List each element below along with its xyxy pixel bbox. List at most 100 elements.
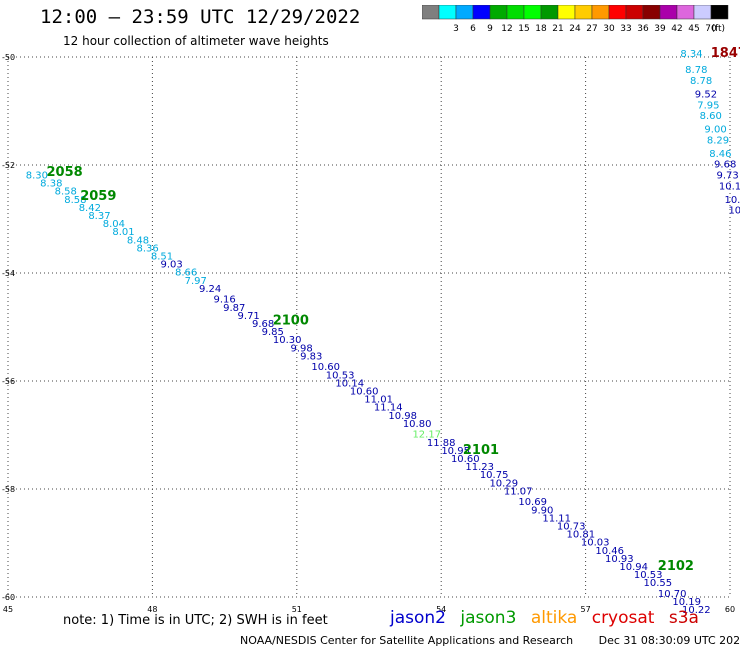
legend-label: 36 bbox=[637, 24, 649, 34]
legend-label: 33 bbox=[620, 24, 631, 34]
swh-point-label: 8.36 bbox=[136, 243, 158, 254]
swh-point-label: 10.75 bbox=[480, 470, 509, 481]
legend-label: 9 bbox=[487, 24, 493, 34]
sat-cryosat: cryosat bbox=[591, 608, 655, 628]
footer-credit: NOAA/NESDIS Center for Satellite Applica… bbox=[240, 634, 574, 647]
swh-point-label: 10.60 bbox=[451, 454, 480, 465]
swh-point-label: 9.98 bbox=[290, 343, 312, 354]
swh-point-label: 8.78 bbox=[685, 65, 707, 76]
swh-point-label: 9.71 bbox=[238, 311, 260, 322]
chart-title: 12:00 – 23:59 UTC 12/29/2022 bbox=[40, 6, 361, 28]
chart-subtitle: 12 hour collection of altimeter wave hei… bbox=[63, 34, 329, 48]
swh-point-label: 9.73 bbox=[716, 171, 738, 182]
footer: NOAA/NESDIS Center for Satellite Applica… bbox=[240, 634, 740, 647]
swh-point-label: 9.83 bbox=[300, 351, 322, 362]
units-note: note: 1) Time is in UTC; 2) SWH is in fe… bbox=[63, 613, 328, 628]
x-tick-label: 54 bbox=[436, 605, 446, 614]
swh-point-label: 8.01 bbox=[112, 227, 134, 238]
y-tick-label: -60 bbox=[2, 593, 15, 602]
legend-label: 24 bbox=[569, 24, 581, 34]
swh-point-label: 10 bbox=[728, 206, 740, 217]
swh-point-label: 10.14 bbox=[335, 378, 364, 389]
swh-point-label: 10.81 bbox=[566, 530, 595, 541]
x-tick-label: 48 bbox=[147, 605, 157, 614]
swh-point-label: 8.37 bbox=[88, 211, 110, 222]
swh-point-label: 7.95 bbox=[697, 100, 719, 111]
swh-point-label: 11.01 bbox=[364, 395, 393, 406]
time-annotation: 2059 bbox=[80, 189, 116, 204]
legend-label: 3 bbox=[453, 24, 459, 34]
legend-label: 12 bbox=[501, 24, 512, 34]
swh-point-label: 7.97 bbox=[185, 276, 207, 287]
time-annotation: 2102 bbox=[658, 559, 694, 574]
legend-swatch bbox=[710, 5, 729, 20]
swh-point-label: 9.90 bbox=[531, 505, 553, 516]
swh-point-label: 10.1 bbox=[719, 181, 740, 192]
swh-point-label: 10. bbox=[724, 195, 740, 206]
footer-timestamp: Dec 31 08:30:09 UTC 2022 bbox=[598, 634, 740, 647]
y-tick-label: -58 bbox=[2, 485, 15, 494]
swh-point-label: 11.88 bbox=[427, 438, 456, 449]
swh-point-label: 9.52 bbox=[695, 90, 717, 101]
swh-point-label: 10.30 bbox=[273, 335, 302, 346]
legend-label: 18 bbox=[535, 24, 547, 34]
swh-point-label: 12.17 bbox=[412, 430, 441, 441]
swh-point-label: 10.73 bbox=[557, 522, 586, 533]
time-annotation: 2100 bbox=[273, 313, 309, 328]
swh-point-label: 10.70 bbox=[658, 589, 687, 600]
satellite-legend: jason2 jason3 altika cryosat s3a bbox=[390, 608, 708, 628]
swh-point-label: 10.29 bbox=[489, 478, 518, 489]
legend-label: 39 bbox=[654, 24, 666, 34]
sat-altika: altika bbox=[530, 608, 578, 628]
y-tick-label: -54 bbox=[2, 269, 15, 278]
swh-point-label: 10.95 bbox=[441, 446, 470, 457]
swh-point-label: 11.23 bbox=[465, 462, 494, 473]
legend-label: 30 bbox=[603, 24, 615, 34]
sat-jason2: jason2 bbox=[390, 608, 446, 628]
color-legend: 3 6 9 12 15 18 21 24 27 30 33 36 39 42 45 70(ft) bbox=[422, 5, 729, 34]
swh-point-label: 10.98 bbox=[388, 411, 417, 422]
swh-point-label: 8.46 bbox=[709, 149, 731, 160]
swh-point-label: 10.60 bbox=[311, 362, 340, 373]
swh-point-label: 8.42 bbox=[79, 203, 101, 214]
swh-point-label: 9.16 bbox=[213, 295, 235, 306]
swh-point-label: 9.24 bbox=[199, 284, 221, 295]
swh-point-label: 9.87 bbox=[223, 303, 245, 314]
swh-point-label: 9.00 bbox=[704, 125, 726, 136]
sat-s3a: s3a bbox=[668, 608, 699, 628]
swh-point-label: 11.07 bbox=[504, 486, 533, 497]
swh-point-label: 10.53 bbox=[326, 370, 355, 381]
swh-point-label: 8.78 bbox=[690, 76, 712, 87]
swh-point-label: 10.03 bbox=[581, 538, 610, 549]
swh-point-label: 10.53 bbox=[634, 570, 663, 581]
legend-label: 6 bbox=[470, 24, 476, 34]
swh-point-label: 9.68 bbox=[252, 319, 274, 330]
x-tick-label: 45 bbox=[3, 605, 13, 614]
swh-point-label: 8.34 bbox=[680, 49, 702, 60]
time-annotation: 2101 bbox=[463, 443, 499, 458]
swh-point-label: 8.66 bbox=[175, 268, 197, 279]
swh-point-label: 10.55 bbox=[643, 578, 672, 589]
swh-point-label: 10.22 bbox=[682, 605, 711, 616]
swh-point-label: 11.11 bbox=[542, 513, 571, 524]
y-tick-label: -52 bbox=[2, 161, 15, 170]
sat-jason3: jason3 bbox=[460, 608, 517, 628]
legend-unit: (ft) bbox=[711, 24, 725, 34]
x-tick-label: 57 bbox=[581, 605, 591, 614]
swh-point-label: 8.51 bbox=[151, 252, 173, 263]
swh-point-label: 10.69 bbox=[518, 497, 547, 508]
swh-point-label: 8.58 bbox=[55, 187, 77, 198]
swh-point-label: 11.14 bbox=[374, 403, 403, 414]
swh-point-label: 8.30 bbox=[26, 171, 48, 182]
legend-label: 45 bbox=[688, 24, 699, 34]
swh-point-label: 10.19 bbox=[672, 597, 701, 608]
x-tick-label: 60 bbox=[725, 605, 735, 614]
swh-point-label: 10.94 bbox=[619, 562, 648, 573]
swh-point-label: 10.60 bbox=[350, 387, 379, 398]
legend-label: 27 bbox=[586, 24, 597, 34]
legend-label: 21 bbox=[552, 24, 563, 34]
swh-point-label: 8.04 bbox=[103, 219, 125, 230]
swh-point-label: 9.68 bbox=[714, 160, 736, 171]
y-tick-label: -50 bbox=[2, 53, 15, 62]
swh-point-label: 8.38 bbox=[40, 179, 62, 190]
